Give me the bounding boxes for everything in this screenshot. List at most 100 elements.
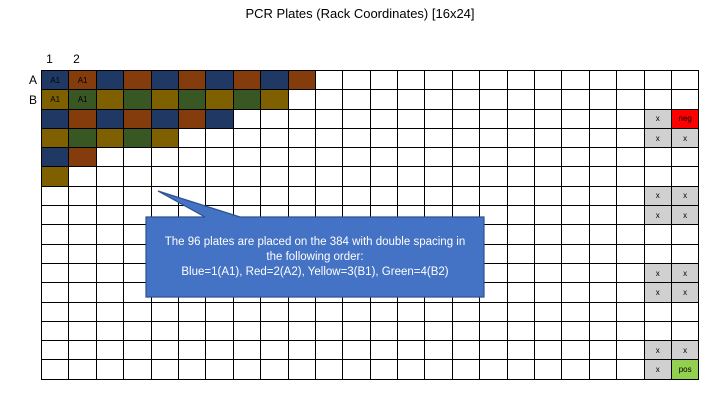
grid-cell — [452, 167, 481, 187]
plate-cell-red — [178, 71, 207, 91]
column-label-2: 2 — [73, 52, 80, 66]
grid-cell — [671, 90, 700, 110]
grid-cell — [589, 263, 618, 284]
grid-cell — [69, 244, 97, 264]
grid-cell — [96, 283, 125, 303]
grid-cell — [69, 167, 97, 187]
plate-cell-red — [124, 71, 152, 91]
grid-cell — [233, 128, 262, 149]
grid-cell — [452, 341, 481, 361]
grid-cell — [425, 167, 453, 187]
callout-line-3: Blue=1(A1), Red=2(A2), Yellow=3(B1), Gre… — [181, 265, 449, 278]
grid-cell — [69, 302, 97, 322]
grid-cell — [507, 244, 536, 264]
grid-cell — [425, 109, 453, 129]
grid-cell — [96, 186, 125, 207]
grid-cell — [507, 360, 536, 380]
grid-cell — [671, 225, 700, 245]
grid-cell — [206, 186, 234, 207]
grid-cell — [507, 283, 536, 303]
grid-cell — [644, 244, 672, 264]
grid-cell — [370, 186, 399, 207]
grid-cell — [398, 71, 426, 91]
grid-cell — [178, 148, 207, 168]
grid-cell — [288, 109, 316, 129]
grid-cell — [178, 302, 207, 322]
plate-cell-blue — [96, 71, 125, 91]
grid-cell — [644, 167, 672, 187]
grid-cell — [96, 167, 125, 187]
grid-cell — [151, 341, 179, 361]
grid-cell — [151, 186, 179, 207]
plate-cell-yellow — [206, 90, 234, 110]
grid-cell — [42, 244, 70, 264]
grid-cell — [452, 321, 481, 342]
grid-cell — [42, 302, 70, 322]
grid-cell — [507, 263, 536, 284]
grid-cell — [343, 186, 371, 207]
grid-cell — [535, 71, 563, 91]
grid-cell — [671, 321, 700, 342]
excluded-cell: x — [671, 186, 700, 207]
excluded-cell: x — [644, 109, 672, 129]
grid-cell — [178, 128, 207, 149]
grid-cell — [562, 302, 590, 322]
grid-cell — [480, 263, 508, 284]
grid-cell — [589, 90, 618, 110]
grid-cell — [617, 244, 645, 264]
grid-cell — [206, 128, 234, 149]
grid-cell — [480, 71, 508, 91]
grid-cell — [507, 148, 536, 168]
grid-cell — [42, 186, 70, 207]
grid-cell — [42, 225, 70, 245]
grid-cell — [233, 167, 262, 187]
grid-cell — [589, 148, 618, 168]
grid-cell — [507, 109, 536, 129]
grid-cell — [261, 341, 289, 361]
grid-cell — [507, 71, 536, 91]
plate-cell-green — [233, 90, 262, 110]
grid-cell — [233, 360, 262, 380]
grid-cell — [617, 360, 645, 380]
grid-cell — [507, 321, 536, 342]
grid-cell — [535, 225, 563, 245]
grid-cell — [562, 109, 590, 129]
grid-cell — [398, 148, 426, 168]
grid-cell — [370, 321, 399, 342]
grid-cell — [589, 206, 618, 226]
grid-cell — [206, 302, 234, 322]
grid-cell — [562, 321, 590, 342]
excluded-cell: x — [671, 128, 700, 149]
grid-cell — [480, 360, 508, 380]
grid-cell — [535, 206, 563, 226]
grid-cell — [507, 128, 536, 149]
grid-cell — [480, 167, 508, 187]
grid-cell — [124, 148, 152, 168]
grid-cell — [480, 128, 508, 149]
plate-cell-label: A1 — [42, 71, 70, 91]
grid-cell — [96, 321, 125, 342]
grid-cell — [507, 206, 536, 226]
grid-cell — [535, 90, 563, 110]
grid-cell — [370, 341, 399, 361]
plate-cell-red — [233, 71, 262, 91]
grid-cell — [671, 302, 700, 322]
callout-line-1: The 96 plates are placed on the 384 with… — [164, 235, 466, 248]
grid-cell — [480, 225, 508, 245]
grid-cell — [507, 225, 536, 245]
grid-cell — [644, 90, 672, 110]
grid-cell — [480, 341, 508, 361]
grid-cell — [398, 186, 426, 207]
plate-cell-red — [124, 109, 152, 129]
grid-cell — [370, 128, 399, 149]
plate-cell-yellow — [151, 128, 179, 149]
grid-cell — [42, 341, 70, 361]
grid-cell — [480, 321, 508, 342]
grid-cell — [343, 90, 371, 110]
column-label-1: 1 — [46, 52, 53, 66]
grid-cell — [617, 321, 645, 342]
excluded-cell: x — [671, 206, 700, 226]
plate-cell-red — [178, 109, 207, 129]
grid-cell — [233, 321, 262, 342]
plate-cell-yellow — [261, 90, 289, 110]
